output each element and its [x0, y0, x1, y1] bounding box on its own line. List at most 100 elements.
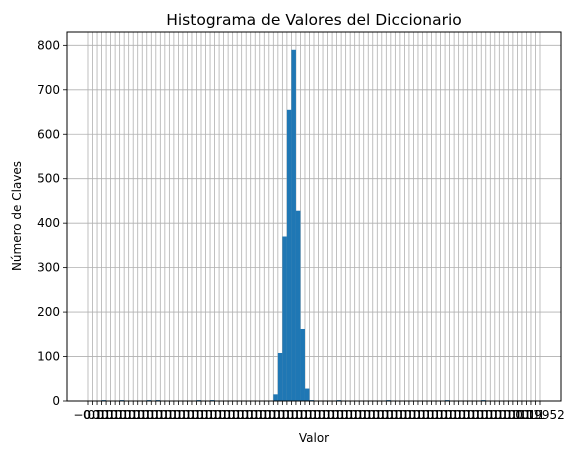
x-tick-label: 0.1 [273, 408, 292, 422]
x-tick-label: 0.1 [503, 408, 522, 422]
x-tick-label: 0.1 [250, 408, 269, 422]
x-tick-label: 0.1 [350, 408, 369, 422]
x-tick-label: 0.1 [341, 408, 360, 422]
x-tick-label: 0.1 [210, 408, 229, 422]
x-tick-label: 0.1 [264, 408, 283, 422]
x-tick-label: 0.1 [101, 408, 120, 422]
histogram-bar [286, 109, 292, 401]
x-tick-label: 0.1 [246, 408, 265, 422]
x-tick-label: 0.1 [476, 408, 495, 422]
y-tick-label: 100 [37, 350, 60, 364]
histogram-bar [304, 388, 310, 401]
x-tick-label: 0.1 [481, 408, 500, 422]
x-tick-label: 0.1 [282, 408, 301, 422]
x-tick-label: 0.1 [178, 408, 197, 422]
bars [101, 49, 531, 401]
x-tick-label: 0.1 [399, 408, 418, 422]
histogram-bar [282, 236, 287, 401]
x-tick-label: 0.1 [137, 408, 156, 422]
y-axis-label: Número de Claves [10, 161, 24, 271]
x-tick-label: 0.1 [223, 408, 242, 422]
x-tick-label: 0.1 [106, 408, 125, 422]
x-tick-label: 0.1 [413, 408, 432, 422]
x-tick-label: 0.1 [160, 408, 179, 422]
x-tick-label: 0.1 [128, 408, 147, 422]
x-tick-label: 0.1 [485, 408, 504, 422]
x-tick-label: 0.1 [517, 408, 536, 422]
x-tick-label: 0.1 [454, 408, 473, 422]
x-tick-label: 0.1 [146, 408, 165, 422]
x-tick-label: 0.1 [277, 408, 296, 422]
histogram-bar [300, 328, 305, 401]
y-tick-label: 800 [37, 38, 60, 52]
x-tick-label: 0.1 [237, 408, 256, 422]
x-tick-label: 0.1 [169, 408, 188, 422]
x-tick-label: −0.1 [73, 408, 102, 422]
x-tick-label: 0.1 [115, 408, 134, 422]
y-tick-label: 400 [37, 216, 60, 230]
x-tick-label: 0.1 [228, 408, 247, 422]
x-tick-label: 0.1 [295, 408, 314, 422]
x-tick-label: 0.1 [151, 408, 170, 422]
x-tick-label: 0.1 [368, 408, 387, 422]
x-tick-label: 0.1 [255, 408, 274, 422]
x-tick-label: 0.1 [526, 408, 545, 422]
x-tick-label: 0.1 [200, 408, 219, 422]
x-tick-label: 0.1 [133, 408, 152, 422]
x-tick-label: 0.1 [377, 408, 396, 422]
x-tick-label: 0.1 [92, 408, 111, 422]
x-tick-label: 0.1 [431, 408, 450, 422]
x-tick-label: 0.1 [440, 408, 459, 422]
grid [67, 32, 561, 402]
y-tick-label: 0 [52, 394, 60, 408]
x-tick-label: 0.1 [219, 408, 238, 422]
y-axis-ticks: 0 100 200 300 400 500 600 700 800 [37, 38, 67, 408]
y-tick-label: 700 [37, 83, 60, 97]
y-tick-label: 500 [37, 172, 60, 186]
x-tick-label: 0.1 [309, 408, 328, 422]
x-tick-label: 0.1 [472, 408, 491, 422]
x-tick-label: 0.1 [268, 408, 287, 422]
x-tick-label: 0.1 [345, 408, 364, 422]
x-tick-label: 0.1 [381, 408, 400, 422]
x-tick-label: 0.1 [196, 408, 215, 422]
x-tick-label: 0.1 [404, 408, 423, 422]
x-tick-label: 0.1 [214, 408, 233, 422]
x-tick-label: 0.1 [205, 408, 224, 422]
x-tick-label: 0.1 [119, 408, 138, 422]
histogram-bar [295, 210, 301, 401]
histogram-bar [277, 352, 283, 401]
x-tick-label: 0.1 [363, 408, 382, 422]
y-tick-label: 200 [37, 305, 60, 319]
x-tick-label: 0.1 [97, 408, 116, 422]
x-tick-label: 0.1 [354, 408, 373, 422]
x-tick-label: 0.1 [187, 408, 206, 422]
x-tick-label: 0.1 [259, 408, 278, 422]
x-tick-label: 0.1 [359, 408, 378, 422]
x-tick-label: 0.1 [499, 408, 518, 422]
x-tick-label: 0.1 [336, 408, 355, 422]
x-tick-label: 0.1 [232, 408, 251, 422]
x-tick-label: 0.1 [286, 408, 305, 422]
x-tick-label: 0.1 [110, 408, 129, 422]
x-tick-label: 0.1 [87, 408, 106, 422]
x-tick-label: 0.1 [323, 408, 342, 422]
x-tick-label: 0.1 [155, 408, 174, 422]
x-tick-label: 0.1 [449, 408, 468, 422]
x-tick-label: 0.1 [318, 408, 337, 422]
x-tick-label: 0.1 [164, 408, 183, 422]
x-tick-label: 0.1 [463, 408, 482, 422]
x-tick-label: 0.1 [173, 408, 192, 422]
x-tick-label: 0.1 [445, 408, 464, 422]
x-tick-label: 0.1 [395, 408, 414, 422]
x-axis-label: Valor [299, 431, 329, 445]
chart-title: Histograma de Valores del Diccionario [166, 11, 462, 29]
x-tick-label: 0.1 [182, 408, 201, 422]
x-tick-label: 0.1 [436, 408, 455, 422]
x-tick-label: 0.1 [512, 408, 531, 422]
x-axis-ticks: −0.10.10.10.10.10.10.10.10.10.10.10.10.1… [73, 401, 565, 422]
x-tick-label: 0.1 [458, 408, 477, 422]
x-tick-label: 0.19952 [515, 408, 565, 422]
x-tick-label: 0.1 [83, 408, 102, 422]
